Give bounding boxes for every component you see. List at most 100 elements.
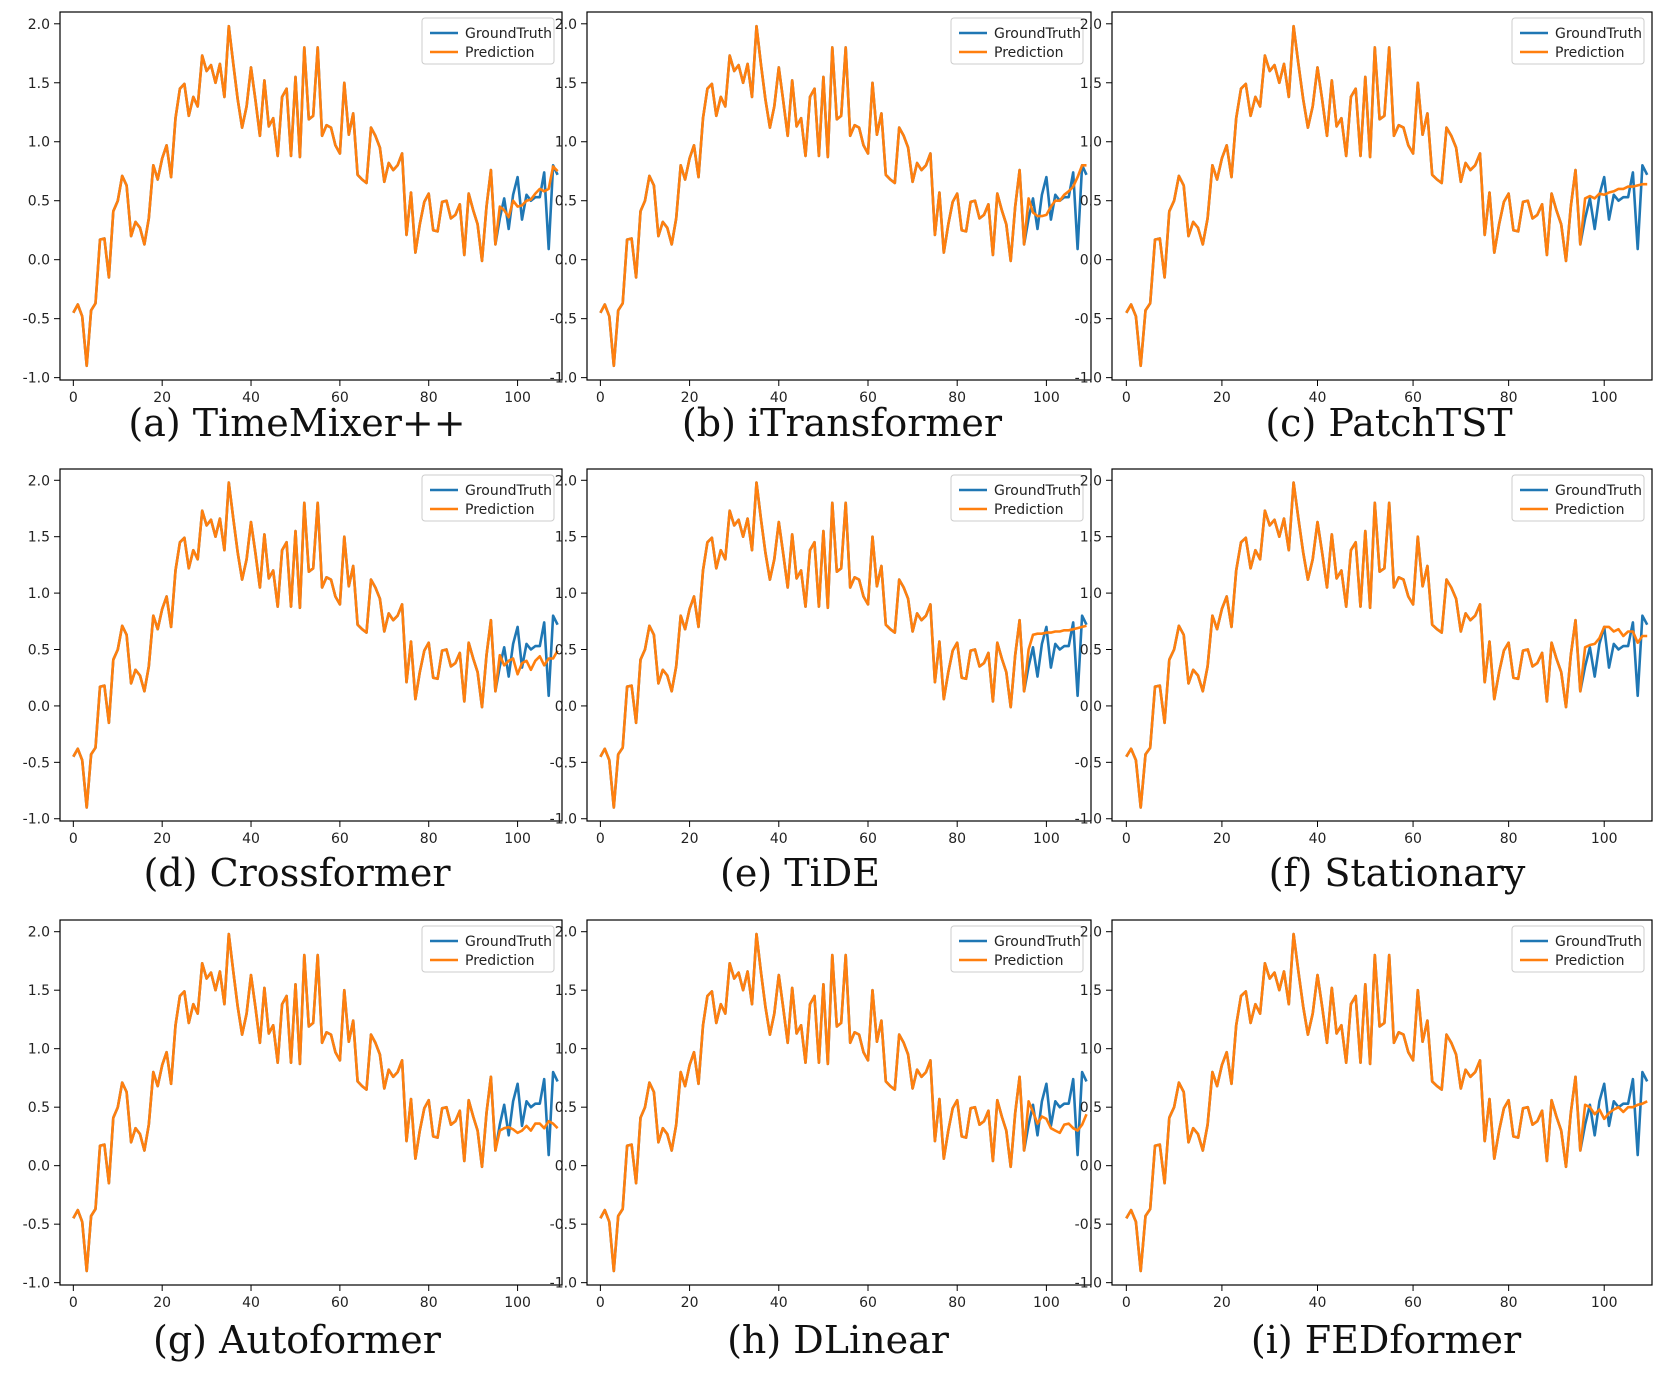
y-tick-label: 1.0 [28, 135, 50, 151]
y-tick-label: 0.0 [1080, 1159, 1102, 1175]
y-tick-label: 0.5 [28, 194, 50, 210]
y-tick-label: 1.0 [555, 135, 577, 151]
y-tick-label: -0.5 [23, 755, 50, 771]
legend-label: Prediction [465, 502, 535, 518]
y-tick-label: 2.0 [1080, 473, 1102, 489]
x-tick-label: 0 [69, 390, 78, 406]
x-tick-label: 60 [331, 390, 349, 406]
x-tick-label: 40 [1309, 831, 1327, 847]
x-tick-label: 40 [1309, 1295, 1327, 1311]
y-tick-label: 0.5 [1080, 194, 1102, 210]
x-tick-label: 80 [948, 831, 966, 847]
y-tick-label: 1.5 [28, 76, 50, 92]
y-tick-label: 1.5 [28, 530, 50, 546]
x-tick-label: 60 [331, 831, 349, 847]
y-tick-label: 0.0 [28, 1159, 50, 1175]
legend-label: Prediction [994, 953, 1064, 969]
x-tick-label: 60 [1404, 1295, 1422, 1311]
y-tick-label: 1.0 [28, 586, 50, 602]
x-tick-label: 20 [153, 390, 171, 406]
y-tick-label: -1.0 [550, 1276, 577, 1292]
legend-label: Prediction [1555, 502, 1625, 518]
x-tick-label: 60 [1404, 831, 1422, 847]
y-tick-label: 2.0 [1080, 925, 1102, 941]
x-tick-label: 0 [596, 831, 605, 847]
y-tick-label: -0.5 [1075, 755, 1102, 771]
legend-label: Prediction [1555, 953, 1625, 969]
y-tick-label: 0.5 [1080, 643, 1102, 659]
plot-frame [59, 919, 563, 1286]
y-tick-label: 2.0 [555, 17, 577, 33]
series-line-prediction [1125, 24, 1648, 368]
x-tick-label: 40 [242, 390, 260, 406]
x-tick-label: 80 [420, 390, 438, 406]
legend-label: GroundTruth [994, 934, 1081, 950]
y-tick-label: 2.0 [555, 925, 577, 941]
subplot-h: (h) DLinear -1.0 -0.5 0.0 0.5 1.0 1.5 2.0 0 20 40… [550, 919, 1092, 1362]
y-tick-label: -0.5 [550, 312, 577, 328]
y-tick-label: -0.5 [23, 1217, 50, 1233]
series-line-prediction [1125, 932, 1648, 1273]
legend-label: Prediction [994, 45, 1064, 61]
subplot-g: (g) Autoformer -1.0 -0.5 0.0 0.5 1.0 1.5 2.0 0 2… [23, 919, 563, 1362]
y-tick-label: 1.0 [28, 1042, 50, 1058]
subplot-caption: (f) Stationary [1269, 851, 1526, 895]
x-tick-label: 80 [948, 390, 966, 406]
y-tick-label: 1.5 [1080, 76, 1102, 92]
x-tick-label: 80 [1500, 831, 1518, 847]
x-tick-label: 20 [153, 1295, 171, 1311]
x-tick-label: 60 [331, 1295, 349, 1311]
x-tick-label: 0 [69, 831, 78, 847]
legend-label: GroundTruth [465, 483, 552, 499]
subplot-d: (d) Crossformer -1.0 -0.5 0.0 0.5 1.0 1.5 2.0 0… [23, 468, 563, 895]
x-tick-label: 100 [1591, 1295, 1618, 1311]
x-tick-label: 20 [1213, 390, 1231, 406]
y-tick-label: -1.0 [1075, 1276, 1102, 1292]
y-tick-label: -0.5 [550, 1217, 577, 1233]
legend-label: GroundTruth [1555, 934, 1642, 950]
y-tick-label: 1.5 [28, 983, 50, 999]
y-tick-label: -1.0 [550, 812, 577, 828]
x-tick-label: 60 [859, 390, 877, 406]
y-tick-label: 2.0 [1080, 17, 1102, 33]
x-tick-label: 20 [153, 831, 171, 847]
y-tick-label: 1.5 [555, 530, 577, 546]
subplot-b: (b) iTransformer -1.0 -0.5 0.0 0.5 1.0 1.5 2.0… [550, 11, 1092, 445]
x-tick-label: 100 [1033, 831, 1060, 847]
y-tick-label: 2.0 [28, 925, 50, 941]
subplot-i: (i) FEDformer -1.0 -0.5 0.0 0.5 1.0 1.5 2.0 0 20… [1075, 919, 1653, 1362]
y-tick-label: 0.0 [555, 253, 577, 269]
x-tick-label: 40 [1309, 390, 1327, 406]
x-tick-label: 20 [1213, 1295, 1231, 1311]
x-tick-label: 0 [1122, 1295, 1131, 1311]
x-tick-label: 20 [681, 390, 699, 406]
y-tick-label: -0.5 [1075, 1217, 1102, 1233]
x-tick-label: 20 [681, 1295, 699, 1311]
series-line-prediction [599, 481, 1087, 809]
y-tick-label: 0.5 [555, 194, 577, 210]
legend-label: GroundTruth [994, 483, 1081, 499]
x-tick-label: 40 [242, 1295, 260, 1311]
y-tick-label: -1.0 [23, 371, 50, 387]
series-line-prediction [599, 932, 1088, 1273]
y-tick-label: 1.0 [1080, 1042, 1102, 1058]
y-tick-label: -0.5 [23, 312, 50, 328]
series-line-prediction [599, 24, 1087, 368]
y-tick-label: -1.0 [1075, 371, 1102, 387]
y-tick-label: 1.5 [555, 983, 577, 999]
plot-frame [586, 11, 1092, 381]
plot-frame [586, 919, 1092, 1286]
x-tick-label: 80 [1500, 390, 1518, 406]
x-tick-label: 100 [1591, 831, 1618, 847]
y-tick-label: -1.0 [550, 371, 577, 387]
y-tick-label: 2.0 [28, 17, 50, 33]
x-tick-label: 20 [681, 831, 699, 847]
plot-frame [1111, 919, 1653, 1286]
x-tick-label: 20 [1213, 831, 1231, 847]
y-tick-label: 0.0 [1080, 699, 1102, 715]
y-tick-label: 0.5 [555, 643, 577, 659]
y-tick-label: 0.0 [1080, 253, 1102, 269]
y-tick-label: 1.0 [555, 1042, 577, 1058]
x-tick-label: 100 [1591, 390, 1618, 406]
